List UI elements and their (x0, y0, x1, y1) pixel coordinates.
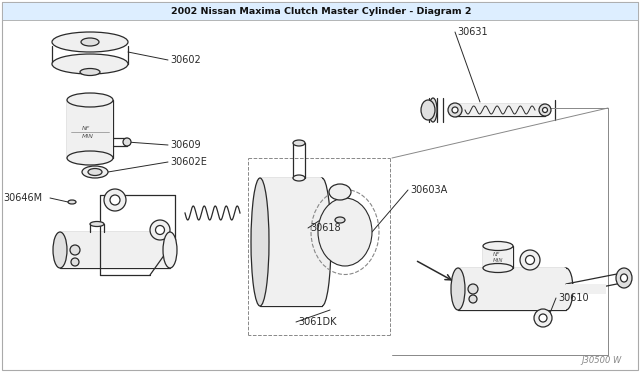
Ellipse shape (67, 93, 113, 107)
Ellipse shape (123, 138, 131, 146)
Ellipse shape (335, 217, 345, 223)
Ellipse shape (293, 140, 305, 146)
Ellipse shape (110, 195, 120, 205)
Ellipse shape (52, 54, 128, 74)
Ellipse shape (448, 103, 462, 117)
Ellipse shape (251, 178, 269, 306)
Text: 2002 Nissan Maxima Clutch Master Cylinder - Diagram 2: 2002 Nissan Maxima Clutch Master Cylinde… (171, 6, 471, 16)
Ellipse shape (451, 268, 465, 310)
Text: 30602: 30602 (170, 55, 201, 65)
Bar (483, 246, 513, 268)
Text: NF: NF (82, 125, 90, 131)
FancyBboxPatch shape (2, 2, 638, 20)
Text: NF: NF (493, 251, 500, 257)
Ellipse shape (52, 32, 128, 52)
Ellipse shape (559, 268, 573, 310)
Text: 30646M: 30646M (3, 193, 42, 203)
Text: 30610: 30610 (558, 293, 589, 303)
Ellipse shape (53, 232, 67, 268)
Bar (60, 232, 170, 268)
Ellipse shape (150, 220, 170, 240)
Ellipse shape (534, 309, 552, 327)
Circle shape (469, 295, 477, 303)
Ellipse shape (616, 268, 632, 288)
Ellipse shape (104, 189, 126, 211)
Ellipse shape (520, 250, 540, 270)
Circle shape (71, 258, 79, 266)
Ellipse shape (539, 314, 547, 322)
Ellipse shape (483, 241, 513, 250)
Ellipse shape (483, 263, 513, 273)
Text: 30609: 30609 (170, 140, 200, 150)
Ellipse shape (525, 256, 534, 264)
Ellipse shape (421, 100, 435, 120)
Text: J30500 W: J30500 W (582, 356, 622, 365)
Text: 30603A: 30603A (410, 185, 447, 195)
Ellipse shape (67, 151, 113, 165)
Text: MIN: MIN (493, 259, 504, 263)
Bar (260, 178, 322, 306)
Ellipse shape (68, 200, 76, 204)
Bar (455, 104, 545, 116)
Ellipse shape (543, 108, 547, 112)
Ellipse shape (313, 178, 331, 306)
Ellipse shape (452, 107, 458, 113)
Circle shape (468, 284, 478, 294)
Ellipse shape (90, 221, 104, 227)
Text: 3061DK: 3061DK (298, 317, 337, 327)
Ellipse shape (293, 175, 305, 181)
Ellipse shape (82, 166, 108, 178)
Ellipse shape (88, 169, 102, 176)
Ellipse shape (80, 68, 100, 76)
Bar (67, 100, 113, 158)
Bar (566, 284, 606, 294)
Text: 30618: 30618 (310, 223, 340, 233)
Ellipse shape (163, 232, 177, 268)
Text: MIN: MIN (82, 134, 94, 138)
Ellipse shape (329, 184, 351, 200)
Text: 30602E: 30602E (170, 157, 207, 167)
Ellipse shape (539, 104, 551, 116)
Text: 30631: 30631 (457, 27, 488, 37)
Ellipse shape (621, 274, 627, 282)
Circle shape (70, 245, 80, 255)
Bar (458, 268, 566, 310)
Ellipse shape (81, 38, 99, 46)
Ellipse shape (429, 98, 437, 122)
Ellipse shape (318, 198, 372, 266)
Ellipse shape (156, 225, 164, 234)
